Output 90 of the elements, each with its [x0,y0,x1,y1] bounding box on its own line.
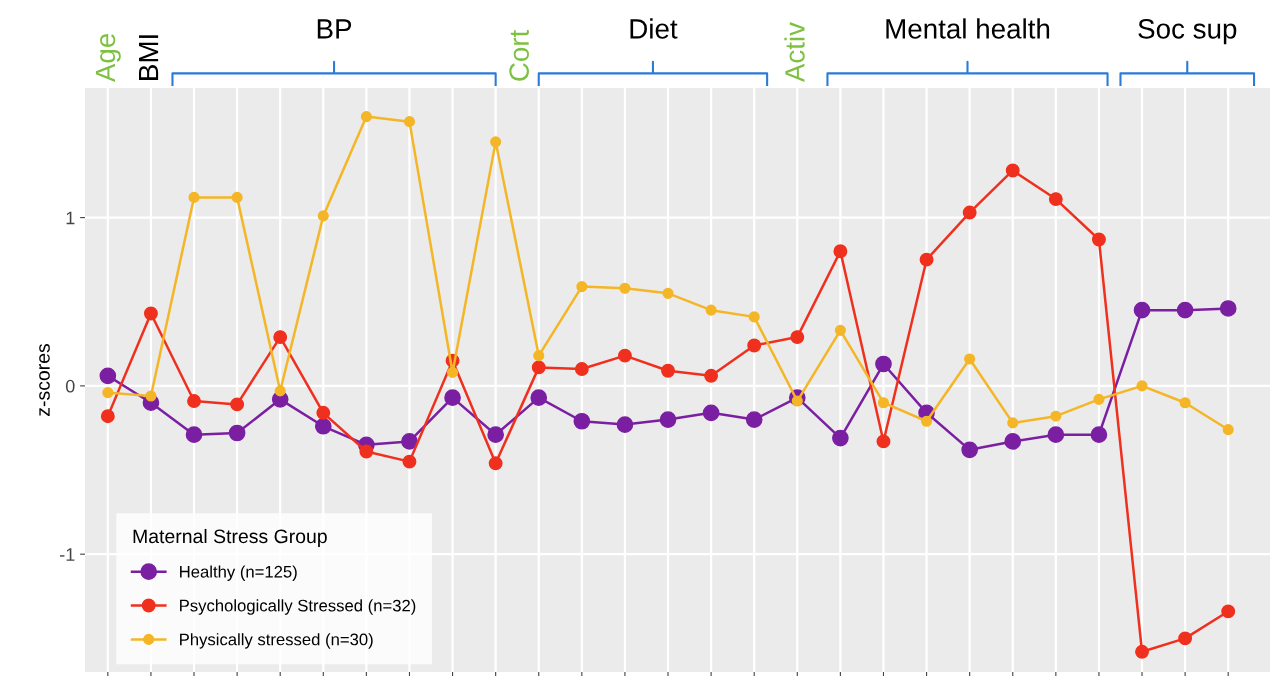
point [1219,300,1237,317]
point [1178,631,1193,646]
point [1048,192,1063,207]
legend-label: Healthy (n=125) [180,565,297,581]
point [531,360,546,375]
point [401,433,418,450]
point [185,426,203,444]
point [359,444,374,459]
point [403,116,416,128]
point [317,210,329,222]
text: Cort [509,29,529,81]
point [573,412,591,430]
point [921,415,933,427]
point [188,191,200,203]
point [616,416,634,433]
point [1004,433,1022,450]
point [273,330,288,345]
legend-label: Physically stressed (n=30) [180,633,373,649]
point [876,434,891,449]
point [748,311,760,323]
point [100,409,115,424]
point [1050,410,1062,422]
point [533,350,545,362]
y-axis-title: z-scores [39,343,50,416]
point [488,456,503,471]
point [490,136,502,148]
point [187,394,201,408]
text: BMI [139,35,159,80]
legend-label: Psychologically Stressed (n=32) [180,599,416,615]
legend-title: Maternal Stress Group [133,528,327,548]
point [877,397,890,409]
point [99,367,117,385]
point [487,426,504,444]
point [228,424,246,442]
point [1221,604,1236,619]
text: Soc sup [1138,19,1237,45]
point [576,281,588,293]
y-tick-label: 0 [65,379,75,393]
y-tick-label: 1 [66,211,75,225]
point [1005,163,1020,178]
point [705,304,717,316]
point [875,355,892,373]
text: Diet [630,18,678,39]
point [1007,417,1019,429]
point [961,441,978,459]
point [447,366,459,378]
point [659,411,677,428]
text: BP [317,19,352,39]
point [530,389,548,407]
point [704,368,719,383]
point [832,429,849,447]
point [1179,397,1191,409]
point [444,389,461,407]
point [143,306,158,321]
point [102,387,114,399]
point [964,353,976,365]
point [962,205,977,220]
point [1047,426,1065,444]
point [314,417,332,435]
point [747,338,762,353]
point [834,324,846,336]
point [402,454,417,469]
point [662,287,674,299]
point [919,252,934,267]
point [1176,301,1194,319]
point [230,397,245,412]
point [1090,426,1108,444]
point [1133,301,1151,319]
point [617,348,632,363]
point [745,411,763,428]
point [574,362,589,377]
point [1093,393,1105,405]
text: Age [95,33,121,83]
point [619,282,631,294]
point [1136,380,1148,392]
y-tick-label: -1 [60,548,75,561]
point [790,330,805,345]
text: Activ [784,22,805,83]
point [702,404,720,422]
point [833,244,848,259]
point [145,390,157,402]
point [1135,644,1149,659]
point [360,111,372,123]
point [316,405,331,420]
text: Mental health [886,18,1050,39]
point [661,363,675,378]
point [231,191,243,203]
point [1222,424,1234,436]
point [1091,232,1106,247]
point [274,385,286,397]
